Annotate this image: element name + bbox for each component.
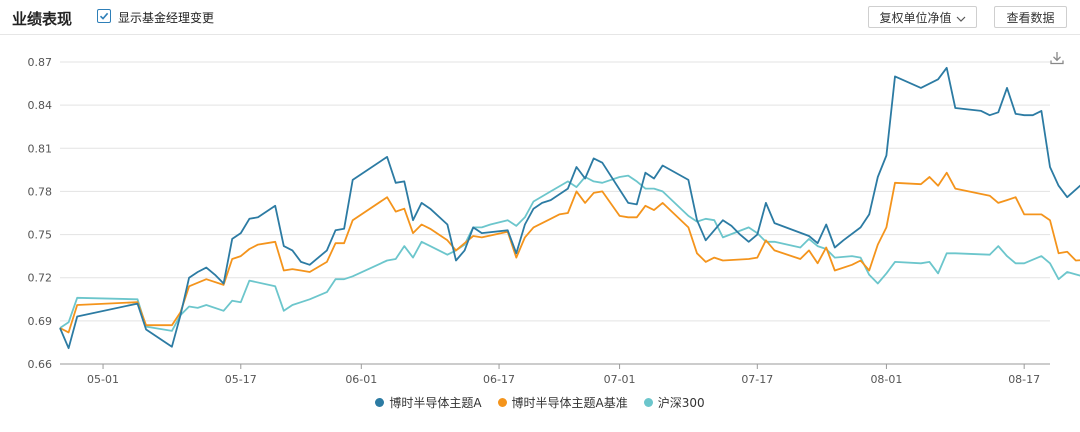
chart-legend: 博时半导体主题A 博时半导体主题A基准 沪深300 (0, 394, 1080, 411)
series-line-2 (59, 171, 1080, 334)
y-tick-label: 0.72 (28, 272, 53, 285)
series-line-3 (59, 174, 1080, 332)
y-tick-label: 0.69 (28, 315, 53, 328)
legend-marker (375, 398, 385, 407)
legend-label: 博时半导体主题A (389, 396, 482, 410)
chevron-down-icon (956, 16, 965, 22)
check-icon (99, 12, 109, 20)
legend-label: 博时半导体主题A基准 (511, 396, 628, 410)
x-tick-label: 07-01 (604, 373, 636, 386)
legend-marker (497, 398, 507, 407)
legend-item-3[interactable]: 沪深300 (643, 394, 705, 411)
toolbar: 业绩表现 显示基金经理变更 复权单位净值 查看数据 (0, 0, 1080, 35)
download-icon[interactable] (1049, 50, 1065, 66)
y-tick-label: 0.84 (28, 99, 53, 112)
legend-item-2[interactable]: 博时半导体主题A基准 (497, 394, 628, 411)
view-data-button[interactable]: 查看数据 (994, 6, 1067, 28)
x-tick-label: 06-17 (483, 373, 515, 386)
x-tick-label: 07-17 (741, 373, 773, 386)
legend-item-1[interactable]: 博时半导体主题A (375, 394, 482, 411)
legend-label: 沪深300 (657, 396, 705, 410)
series-line-1 (59, 66, 1080, 350)
x-tick-label: 05-01 (87, 373, 119, 386)
nav-type-dropdown-label: 复权单位净值 (879, 11, 952, 25)
x-tick-label: 06-01 (345, 373, 377, 386)
section-title: 业绩表现 (12, 10, 73, 28)
legend-marker (643, 398, 653, 407)
x-tick-label: 08-01 (870, 373, 902, 386)
y-tick-label: 0.66 (28, 358, 53, 371)
y-tick-label: 0.78 (28, 185, 53, 198)
y-tick-label: 0.87 (28, 56, 53, 69)
performance-chart: 0.66 0.69 0.72 0.75 0.78 0.81 0.84 0.87 05-01 05-… (28, 56, 1080, 386)
x-tick-label: 08-17 (1008, 373, 1040, 386)
x-tick-label: 05-17 (225, 373, 257, 386)
nav-type-dropdown[interactable]: 复权单位净值 (868, 6, 977, 28)
y-tick-label: 0.75 (28, 229, 53, 242)
manager-change-label[interactable]: 显示基金经理变更 (118, 11, 215, 25)
manager-change-checkbox[interactable] (97, 9, 111, 23)
y-tick-label: 0.81 (28, 142, 53, 155)
